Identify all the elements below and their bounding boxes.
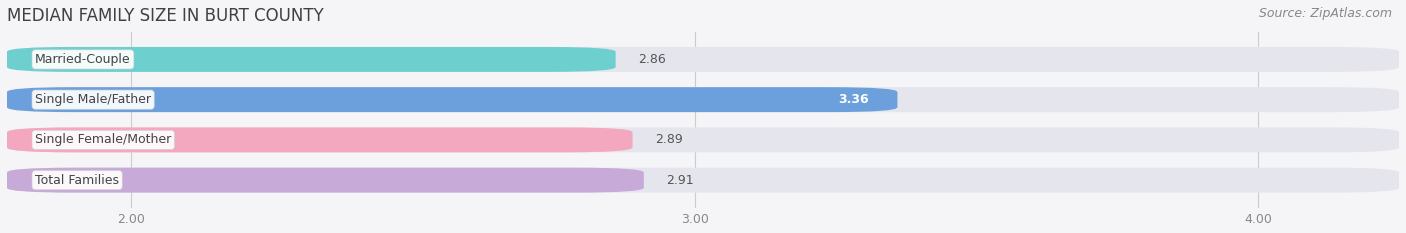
Text: 2.89: 2.89 bbox=[655, 134, 683, 146]
Text: Married-Couple: Married-Couple bbox=[35, 53, 131, 66]
FancyBboxPatch shape bbox=[7, 47, 1399, 72]
Text: 2.91: 2.91 bbox=[666, 174, 695, 187]
FancyBboxPatch shape bbox=[7, 47, 616, 72]
FancyBboxPatch shape bbox=[7, 87, 1399, 112]
Text: Single Male/Father: Single Male/Father bbox=[35, 93, 150, 106]
FancyBboxPatch shape bbox=[7, 87, 897, 112]
Text: Total Families: Total Families bbox=[35, 174, 120, 187]
FancyBboxPatch shape bbox=[7, 168, 1399, 193]
Text: MEDIAN FAMILY SIZE IN BURT COUNTY: MEDIAN FAMILY SIZE IN BURT COUNTY bbox=[7, 7, 323, 25]
Text: Single Female/Mother: Single Female/Mother bbox=[35, 134, 172, 146]
FancyBboxPatch shape bbox=[7, 127, 633, 152]
Text: 3.36: 3.36 bbox=[838, 93, 869, 106]
Text: 2.86: 2.86 bbox=[638, 53, 666, 66]
FancyBboxPatch shape bbox=[7, 168, 644, 193]
Text: Source: ZipAtlas.com: Source: ZipAtlas.com bbox=[1258, 7, 1392, 20]
FancyBboxPatch shape bbox=[7, 127, 1399, 152]
